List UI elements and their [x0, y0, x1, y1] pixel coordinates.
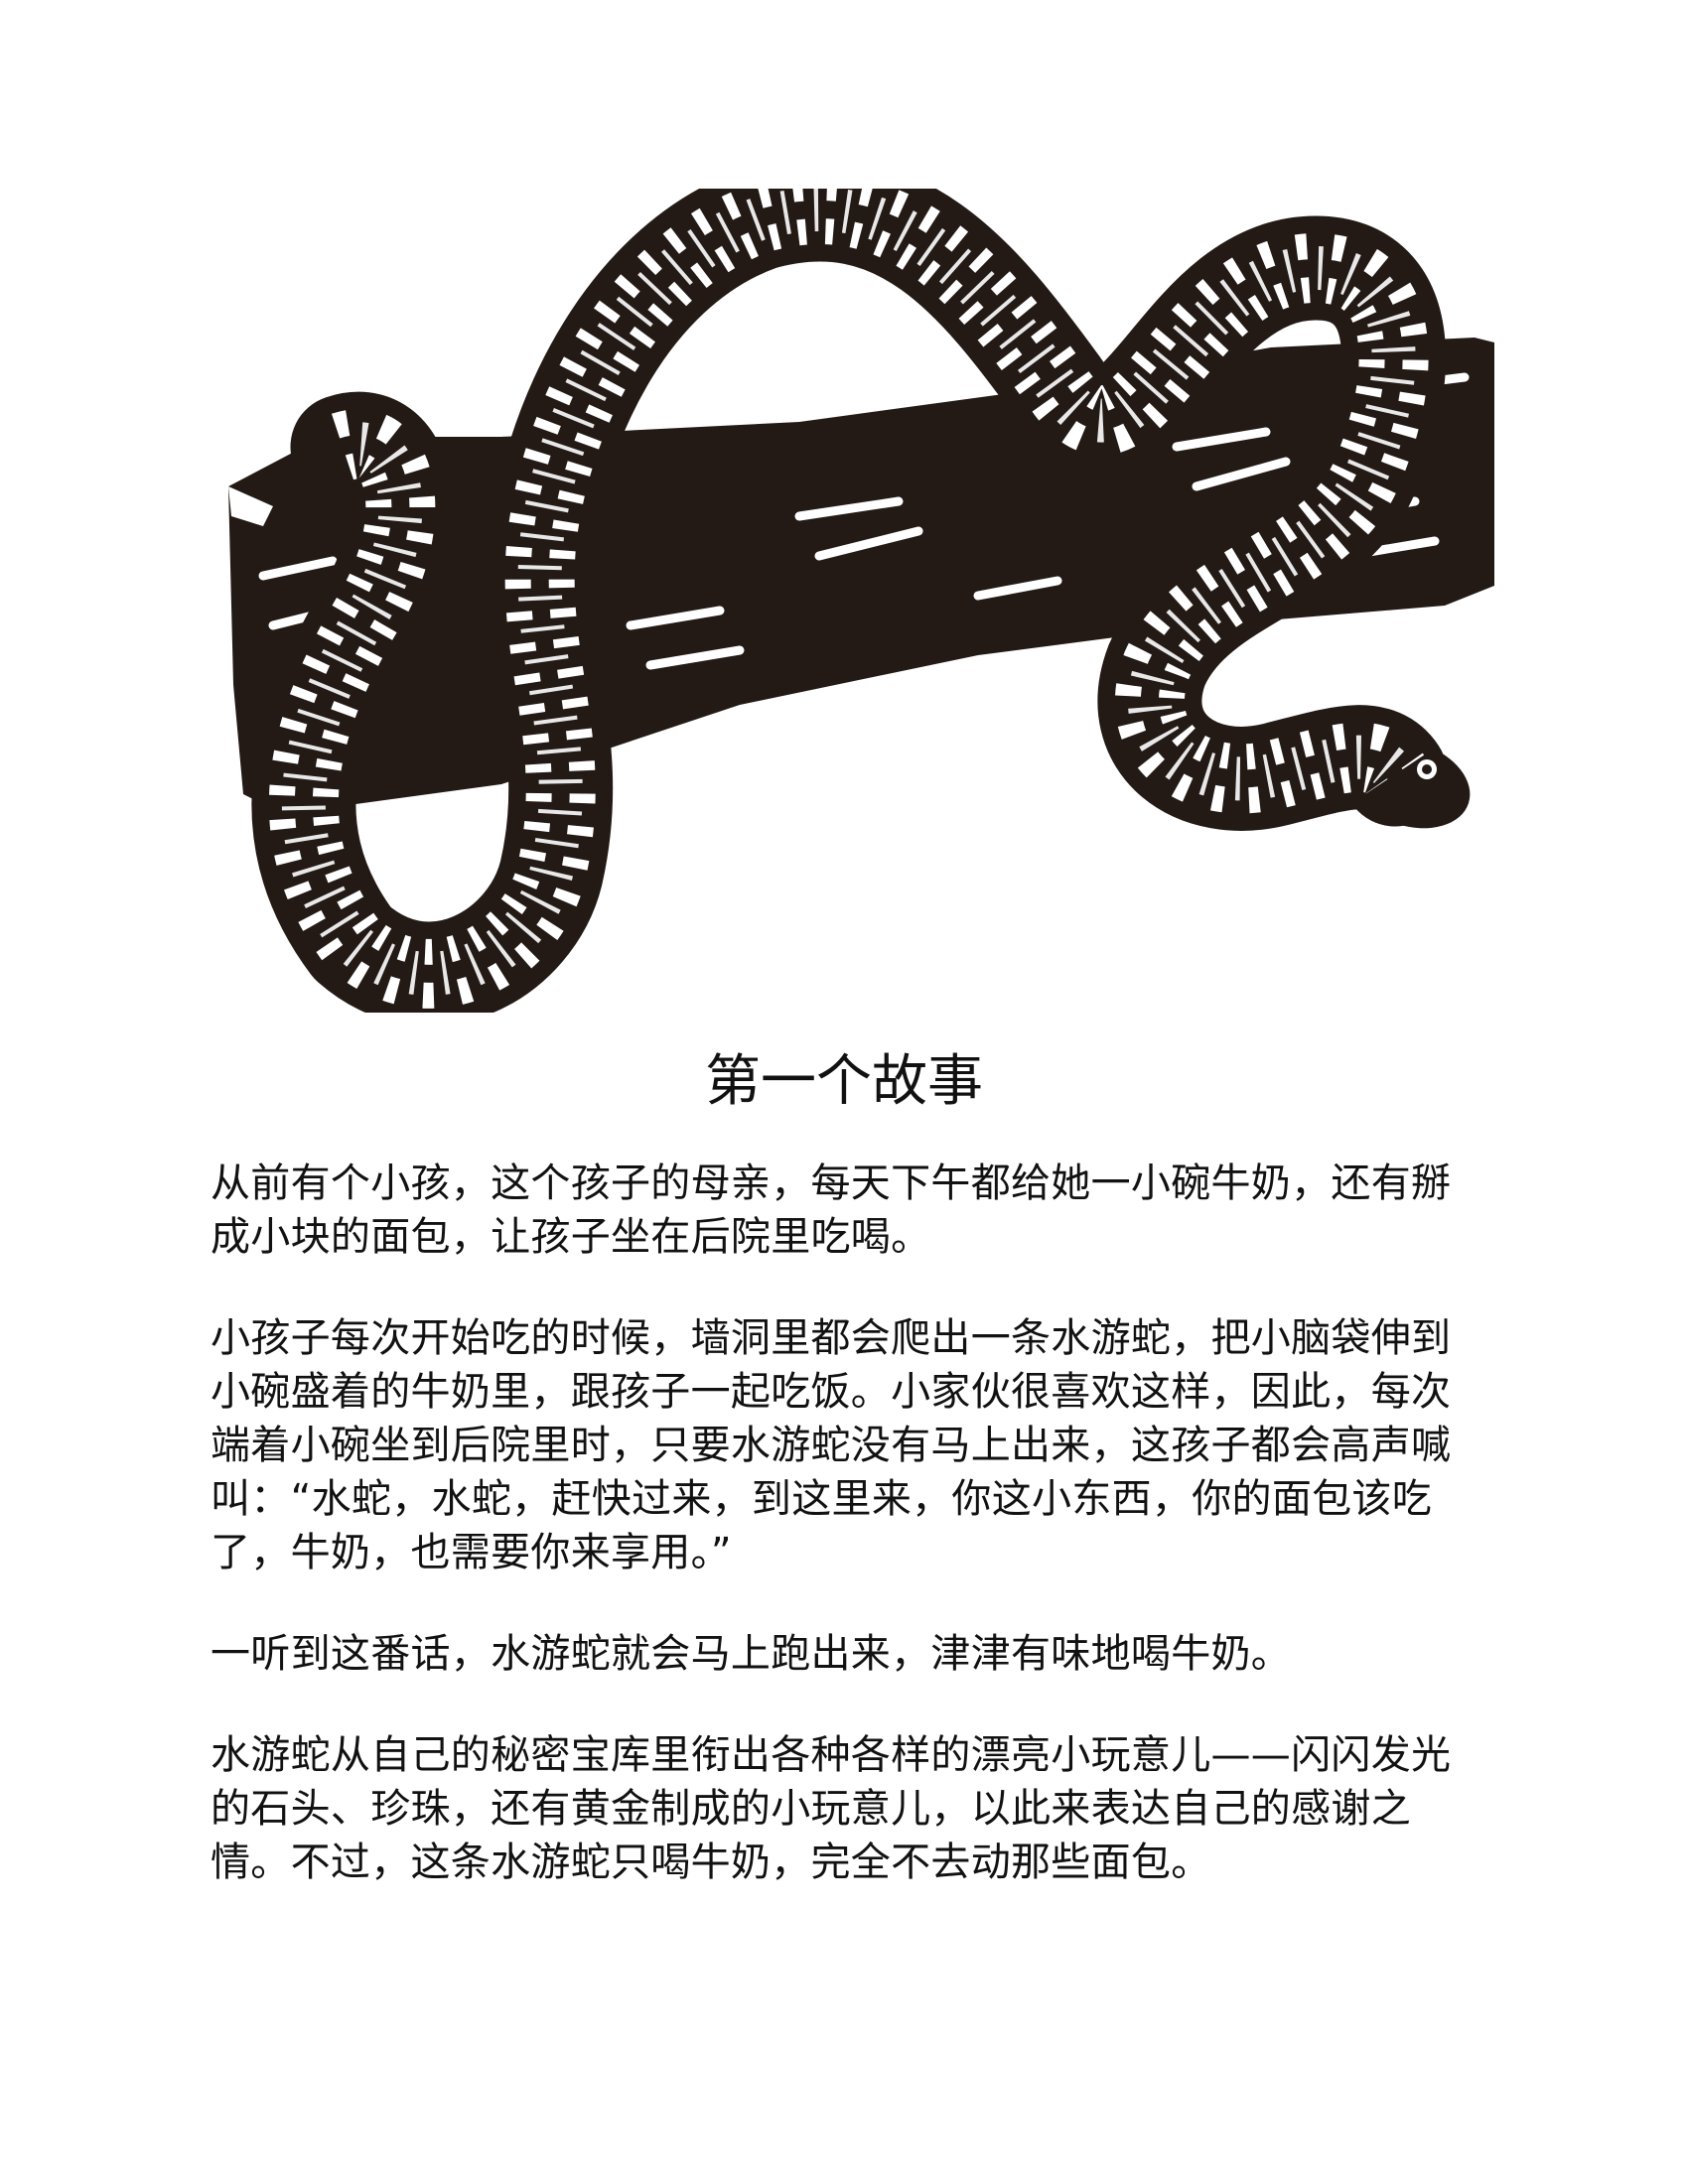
story-paragraph-1: 从前有个小孩，这个孩子的母亲，每天下午都给她一小碗牛奶，还有掰成小块的面包，让孩… — [211, 1160, 1452, 1260]
snake-illustration — [228, 189, 1494, 1013]
story-title: 第一个故事 — [705, 1049, 983, 1114]
story-paragraph-4: 水游蛇从自己的秘密宝库里衔出各种各样的漂亮小玩意儿——闪闪发光的石头、珍珠，还有… — [211, 1732, 1452, 1885]
snake-body — [251, 189, 1471, 1013]
story-paragraph-2: 小孩子每次开始吃的时候，墙洞里都会爬出一条水游蛇，把小脑袋伸到小碗盛着的牛奶里，… — [211, 1315, 1452, 1575]
story-paragraph-3: 一听到这番话，水游蛇就会马上跑出来，津津有味地喝牛奶。 — [211, 1631, 1292, 1677]
story-body: 从前有个小孩，这个孩子的母亲，每天下午都给她一小碗牛奶，还有掰成小块的面包，让孩… — [211, 1157, 1481, 1937]
